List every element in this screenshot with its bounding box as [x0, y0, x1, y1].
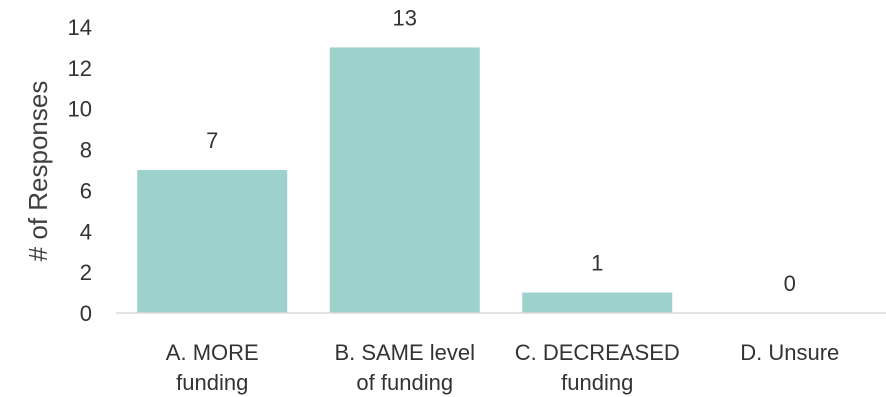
y-tick-label: 4 [80, 219, 92, 244]
y-tick-label: 8 [80, 138, 92, 163]
bars [137, 47, 673, 314]
data-labels: 7 13 1 0 [206, 5, 796, 296]
bar [329, 47, 480, 314]
y-axis-label: # of Responses [23, 81, 53, 262]
data-label: 0 [784, 271, 796, 296]
y-tick-label: 2 [80, 260, 92, 285]
data-label: 13 [393, 5, 417, 30]
category-label: A. MORE funding [166, 340, 259, 395]
category-label: D. Unsure [740, 340, 839, 365]
data-label: 7 [206, 128, 218, 153]
category-labels: A. MORE funding B. SAME level of funding C. … [166, 340, 839, 395]
y-tick-label: 6 [80, 178, 92, 203]
bar [137, 170, 288, 313]
y-axis-ticks: 0 2 4 6 8 10 12 14 [68, 15, 92, 326]
y-tick-label: 0 [80, 301, 92, 326]
category-label: B. SAME level of funding [334, 340, 475, 395]
bar [522, 292, 673, 313]
y-tick-label: 10 [68, 97, 92, 122]
y-tick-label: 12 [68, 56, 92, 81]
y-tick-label: 14 [68, 15, 92, 40]
data-label: 1 [591, 251, 603, 276]
category-label: C. DECREASED funding [515, 340, 680, 395]
